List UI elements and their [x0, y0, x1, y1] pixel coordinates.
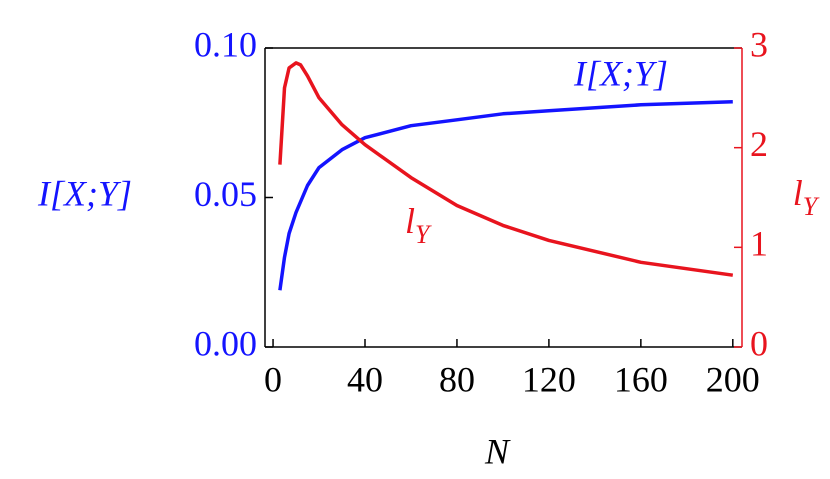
x-tick-label: 120	[522, 359, 576, 399]
series-line	[278, 100, 733, 291]
series-label-sub: Y	[415, 220, 432, 249]
y-tick-label: 0.05	[194, 174, 257, 214]
y2-axis-label: lY	[793, 173, 820, 221]
x-tick-label: 80	[439, 359, 475, 399]
y-tick-label: 0.10	[194, 24, 257, 64]
x-tick-label: 160	[614, 359, 668, 399]
x-tick-label: 40	[347, 359, 383, 399]
x-axis-label: N	[484, 431, 511, 471]
y2-tick-label: 0	[750, 323, 768, 363]
series-label: I[X;Y]	[573, 53, 668, 93]
y2-label-sub: Y	[803, 192, 820, 221]
series-label-base: l	[405, 201, 415, 241]
y-axis-label: I[X;Y]	[37, 173, 132, 213]
series-label: lY	[405, 201, 432, 249]
x-tick-label: 0	[264, 359, 282, 399]
y2-tick-label: 1	[750, 224, 768, 264]
y-tick-label: 0.00	[194, 323, 257, 363]
y2-tick-label: 3	[750, 24, 768, 64]
series-line	[278, 61, 734, 277]
x-tick-label: 200	[706, 359, 760, 399]
y2-label-base: l	[793, 173, 803, 213]
y2-tick-label: 2	[750, 124, 768, 164]
